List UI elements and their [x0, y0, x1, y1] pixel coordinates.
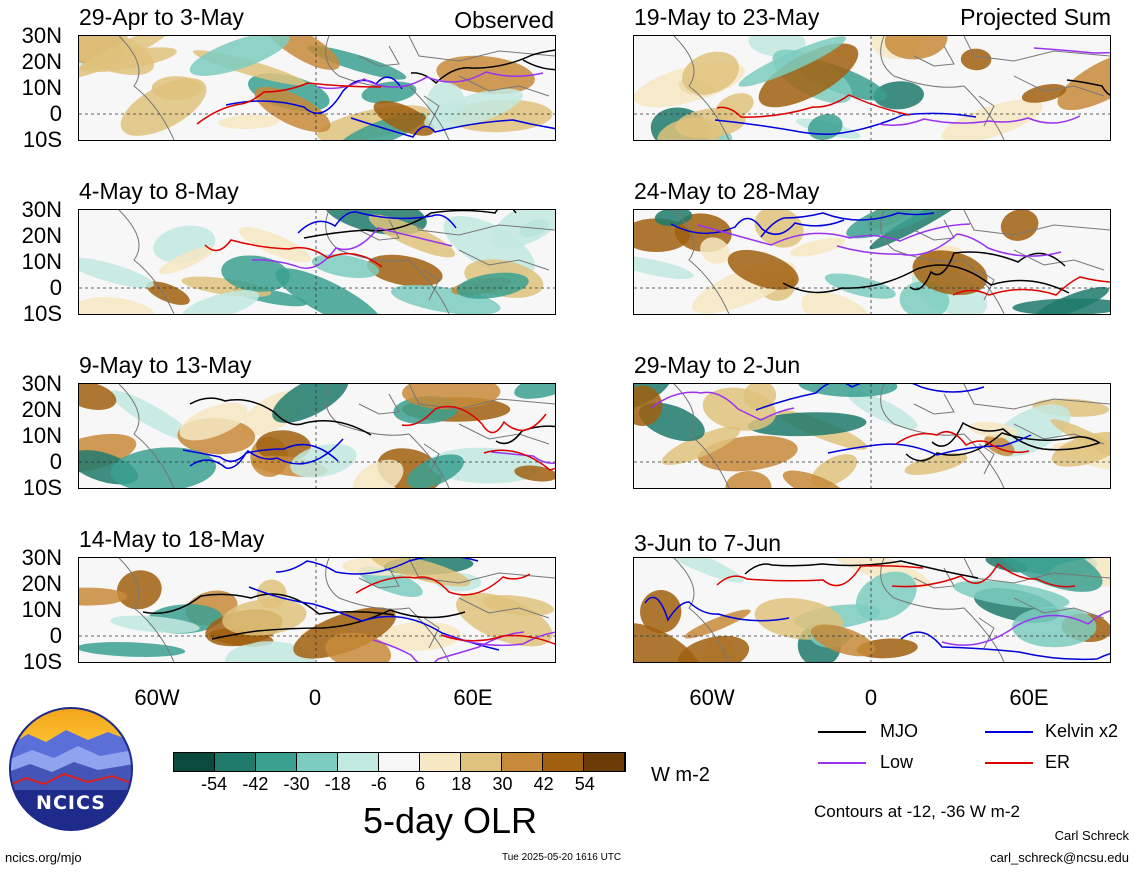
colorbar-tick-label: 42 — [533, 774, 554, 794]
legend-label-er: ER — [1045, 752, 1071, 772]
lon-label: 60E — [1009, 685, 1049, 710]
observed-label: Observed — [454, 7, 554, 33]
olr-map-panel — [78, 209, 556, 315]
legend-label-low: Low — [880, 752, 914, 772]
lat-label: 10S — [22, 649, 62, 674]
lat-label: 10N — [21, 249, 62, 274]
colorbar-swatch — [543, 753, 584, 771]
colorbar-tick-label: 30 — [492, 774, 513, 794]
olr-map-panel — [633, 35, 1111, 141]
olr-map-panel — [633, 557, 1111, 663]
legend-label-kelvin: Kelvin x2 — [1045, 721, 1119, 741]
colorbar-swatch — [379, 753, 420, 771]
lat-label: 30N — [21, 371, 62, 396]
colorbar-tick-label: -30 — [283, 774, 310, 794]
colorbar — [173, 752, 626, 772]
lat-label: 30N — [21, 23, 62, 48]
olr-map-panel — [78, 557, 556, 663]
legend-label-mjo: MJO — [880, 721, 918, 741]
ncics-logo: NCICS — [8, 706, 134, 832]
olr-map — [634, 36, 1110, 140]
ncics-logo-icon — [9, 707, 133, 831]
olr-map — [634, 384, 1110, 488]
lon-label: 60W — [689, 685, 735, 710]
lat-label: 10S — [22, 475, 62, 500]
panel-title: 29-May to 2-Jun — [634, 352, 801, 378]
panel-title: 9-May to 13-May — [79, 352, 252, 378]
legend-line-kelvin — [985, 731, 1033, 733]
legend-line-low — [818, 762, 866, 764]
colorbar-tick-label: 6 — [415, 774, 426, 794]
colorbar-tick-label: -42 — [242, 774, 269, 794]
lat-label: 20N — [21, 223, 62, 248]
panel-title: 19-May to 23-May — [634, 4, 820, 30]
panel-title: 14-May to 18-May — [79, 526, 265, 552]
panel-title: 24-May to 28-May — [634, 178, 820, 204]
colorbar-tick-label: -6 — [370, 774, 387, 794]
colorbar-units: W m-2 — [651, 764, 710, 786]
lat-label: 20N — [21, 49, 62, 74]
panel-title: 4-May to 8-May — [79, 178, 239, 204]
panel-title: 29-Apr to 3-May — [79, 4, 244, 30]
colorbar-tick-label: -18 — [324, 774, 351, 794]
olr-map-panel — [78, 383, 556, 489]
website-link[interactable]: ncics.org/mjo — [5, 850, 82, 865]
lat-label: 30N — [21, 545, 62, 570]
lat-label: 0 — [49, 101, 62, 126]
olr-map — [634, 210, 1110, 314]
lon-label: 0 — [864, 685, 878, 710]
logo-text: NCICS — [36, 792, 106, 814]
colorbar-swatch — [174, 753, 215, 771]
colorbar-swatch — [338, 753, 379, 771]
olr-map — [79, 558, 555, 662]
lat-label: 20N — [21, 571, 62, 596]
colorbar-swatch — [461, 753, 502, 771]
lon-label: 0 — [308, 685, 322, 710]
lat-label: 30N — [21, 197, 62, 222]
lat-label: 20N — [21, 397, 62, 422]
colorbar-tick-label: 18 — [451, 774, 472, 794]
colorbar-title: 5-day OLR — [362, 800, 538, 841]
colorbar-swatch — [584, 753, 625, 771]
lat-label: 10S — [22, 301, 62, 326]
colorbar-swatch — [297, 753, 338, 771]
projected-sum-label: Projected Sum — [960, 4, 1111, 30]
olr-map-panel — [633, 209, 1111, 315]
colorbar-swatch — [502, 753, 543, 771]
colorbar-swatch — [256, 753, 297, 771]
lon-label: 60W — [134, 685, 180, 710]
colorbar-tick-label: -54 — [201, 774, 228, 794]
lat-label: 0 — [49, 623, 62, 648]
olr-map — [79, 36, 555, 140]
olr-map-panel — [78, 35, 556, 141]
olr-map-panel — [633, 383, 1111, 489]
olr-map — [79, 384, 555, 488]
lat-label: 0 — [49, 275, 62, 300]
lon-label: 60E — [453, 685, 493, 710]
colorbar-swatch — [215, 753, 256, 771]
lat-label: 10N — [21, 597, 62, 622]
legend-line-er — [985, 762, 1033, 764]
author-email[interactable]: carl_schreck@ncsu.edu — [990, 850, 1129, 865]
panel-title: 3-Jun to 7-Jun — [634, 530, 782, 556]
colorbar-tick-label: 54 — [574, 774, 595, 794]
olr-map — [634, 558, 1110, 662]
contour-note: Contours at -12, -36 W m-2 — [814, 802, 1020, 821]
timestamp: Tue 2025-05-20 1616 UTC — [502, 852, 622, 863]
author: Carl Schreck — [1054, 828, 1129, 843]
lat-label: 10S — [22, 127, 62, 152]
olr-map — [79, 210, 555, 314]
lat-label: 10N — [21, 423, 62, 448]
lat-label: 0 — [49, 449, 62, 474]
colorbar-ticks: -54 -42 -30 -18 -6 6 18 30 42 54 — [0, 774, 700, 796]
lat-label: 10N — [21, 75, 62, 100]
legend-line-mjo — [818, 731, 866, 733]
colorbar-swatch — [420, 753, 461, 771]
